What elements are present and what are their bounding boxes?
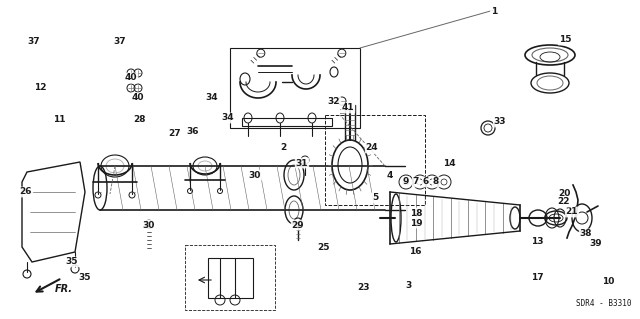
Text: 8: 8 (433, 177, 439, 187)
Text: 30: 30 (143, 220, 155, 229)
Text: 10: 10 (602, 278, 614, 286)
Text: FR.: FR. (55, 284, 73, 294)
Bar (242, 118, 332, 126)
Text: 18: 18 (410, 209, 422, 218)
Text: 30: 30 (249, 170, 261, 180)
Text: 32: 32 (328, 98, 340, 107)
Text: 17: 17 (531, 273, 543, 283)
Text: 24: 24 (365, 144, 378, 152)
Bar (185, 245, 275, 310)
Text: 40: 40 (132, 93, 144, 102)
Text: 11: 11 (52, 115, 65, 123)
Text: 28: 28 (132, 115, 145, 123)
Text: 34: 34 (221, 114, 234, 122)
Text: 37: 37 (114, 38, 126, 47)
Text: 22: 22 (557, 197, 570, 206)
Text: 38: 38 (580, 229, 592, 239)
Text: 39: 39 (589, 240, 602, 249)
Text: 25: 25 (317, 243, 329, 253)
Text: 36: 36 (187, 128, 199, 137)
Text: 3: 3 (405, 280, 411, 290)
Text: 40: 40 (125, 73, 137, 83)
Text: 14: 14 (443, 159, 455, 167)
Text: 5: 5 (372, 194, 378, 203)
Text: 9: 9 (403, 177, 409, 187)
Text: 37: 37 (28, 38, 40, 47)
Text: 29: 29 (292, 220, 304, 229)
Bar (208, 258, 253, 298)
Text: 21: 21 (566, 207, 579, 217)
Text: 16: 16 (409, 247, 421, 256)
Text: 4: 4 (387, 170, 393, 180)
Text: 1: 1 (491, 8, 497, 17)
Text: 35: 35 (79, 272, 92, 281)
Text: 23: 23 (356, 284, 369, 293)
Text: 27: 27 (169, 130, 181, 138)
Text: 2: 2 (280, 144, 286, 152)
Text: 35: 35 (66, 257, 78, 266)
Text: 33: 33 (493, 117, 506, 127)
Text: 7: 7 (413, 177, 419, 187)
Text: SDR4 - B3310: SDR4 - B3310 (577, 299, 632, 308)
Text: 34: 34 (205, 93, 218, 102)
Bar (325, 115, 425, 205)
Text: 13: 13 (531, 236, 543, 246)
Text: 12: 12 (34, 84, 46, 93)
Text: 15: 15 (559, 35, 572, 44)
Text: 20: 20 (558, 189, 570, 198)
Text: 26: 26 (20, 188, 32, 197)
Text: 19: 19 (410, 219, 422, 227)
Text: 41: 41 (342, 103, 355, 113)
Bar (230, 48, 360, 128)
Text: 6: 6 (423, 177, 429, 187)
Text: 31: 31 (296, 159, 308, 167)
